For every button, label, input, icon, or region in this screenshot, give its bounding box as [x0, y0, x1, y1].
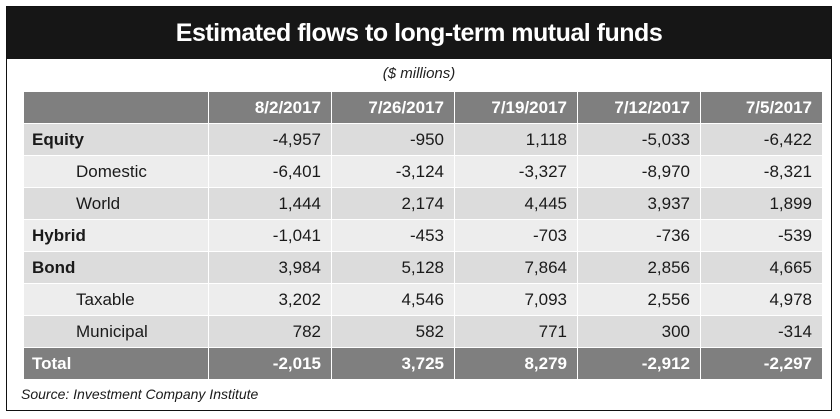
- column-header: 8/2/2017: [208, 91, 332, 124]
- table-cell: 1,118: [454, 123, 578, 156]
- column-header: 7/5/2017: [700, 91, 823, 124]
- table-cell: 3,202: [208, 283, 332, 316]
- table-cell: -8,970: [577, 155, 701, 188]
- table-cell: 2,174: [331, 187, 455, 220]
- total-cell: -2,912: [577, 347, 701, 380]
- chart-frame: Estimated flows to long-term mutual fund…: [6, 6, 832, 411]
- header-corner-cell: [23, 91, 209, 124]
- total-cell: 3,725: [331, 347, 455, 380]
- source-note: Source: Investment Company Institute: [21, 386, 259, 402]
- table-row: Municipal 782 582 771 300 -314: [23, 315, 823, 348]
- table-row: Taxable 3,202 4,546 7,093 2,556 4,978: [23, 283, 823, 316]
- table-cell: 7,864: [454, 251, 578, 284]
- table-cell: 1,899: [700, 187, 823, 220]
- total-cell: -2,015: [208, 347, 332, 380]
- column-header: 7/12/2017: [577, 91, 701, 124]
- table-cell: -539: [700, 219, 823, 252]
- table-cell: -950: [331, 123, 455, 156]
- total-cell: -2,297: [700, 347, 823, 380]
- total-cell: 8,279: [454, 347, 578, 380]
- table-row: Equity -4,957 -950 1,118 -5,033 -6,422: [23, 123, 823, 156]
- table-cell: 3,984: [208, 251, 332, 284]
- table-cell: 2,856: [577, 251, 701, 284]
- table-cell: -703: [454, 219, 578, 252]
- table-cell: -3,327: [454, 155, 578, 188]
- table-cell: -6,422: [700, 123, 823, 156]
- row-label: Taxable: [23, 283, 209, 316]
- table-cell: -736: [577, 219, 701, 252]
- table-cell: 4,445: [454, 187, 578, 220]
- table-cell: 3,937: [577, 187, 701, 220]
- table-cell: -3,124: [331, 155, 455, 188]
- table-cell: 771: [454, 315, 578, 348]
- row-label: World: [23, 187, 209, 220]
- row-label: Domestic: [23, 155, 209, 188]
- table-cell: 300: [577, 315, 701, 348]
- table-cell: -8,321: [700, 155, 823, 188]
- column-header: 7/19/2017: [454, 91, 578, 124]
- table-cell: -453: [331, 219, 455, 252]
- table-cell: 7,093: [454, 283, 578, 316]
- chart-subtitle: ($ millions): [382, 65, 456, 82]
- total-label: Total: [23, 347, 209, 380]
- table-cell: -6,401: [208, 155, 332, 188]
- row-label: Hybrid: [23, 219, 209, 252]
- total-row: Total -2,015 3,725 8,279 -2,912 -2,297: [23, 347, 823, 380]
- table-cell: 2,556: [577, 283, 701, 316]
- column-header: 7/26/2017: [331, 91, 455, 124]
- table-row: Bond 3,984 5,128 7,864 2,856 4,665: [23, 251, 823, 284]
- row-label: Bond: [23, 251, 209, 284]
- table-cell: -1,041: [208, 219, 332, 252]
- table-cell: 582: [331, 315, 455, 348]
- table-cell: 5,128: [331, 251, 455, 284]
- table-cell: -4,957: [208, 123, 332, 156]
- flows-table: 8/2/2017 7/26/2017 7/19/2017 7/12/2017 7/5/2…: [23, 91, 823, 380]
- table-row: Domestic -6,401 -3,124 -3,327 -8,970 -8,321: [23, 155, 823, 188]
- header-row: 8/2/2017 7/26/2017 7/19/2017 7/12/2017 7/5/2…: [23, 91, 823, 124]
- table-row: Hybrid -1,041 -453 -703 -736 -539: [23, 219, 823, 252]
- table-body: Equity -4,957 -950 1,118 -5,033 -6,422 Domesti…: [23, 123, 823, 380]
- row-label: Equity: [23, 123, 209, 156]
- table-row: World 1,444 2,174 4,445 3,937 1,899: [23, 187, 823, 220]
- table-cell: 782: [208, 315, 332, 348]
- chart-title: Estimated flows to long-term mutual fund…: [7, 7, 831, 59]
- table-cell: -5,033: [577, 123, 701, 156]
- table-cell: -314: [700, 315, 823, 348]
- row-label: Municipal: [23, 315, 209, 348]
- table-cell: 1,444: [208, 187, 332, 220]
- table-cell: 4,665: [700, 251, 823, 284]
- table-cell: 4,978: [700, 283, 823, 316]
- table-cell: 4,546: [331, 283, 455, 316]
